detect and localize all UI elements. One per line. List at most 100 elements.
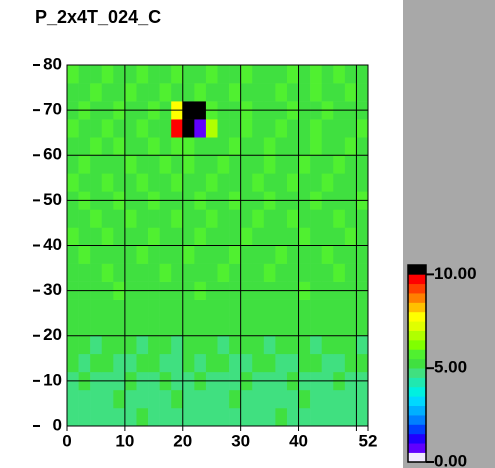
heat-cell xyxy=(159,317,172,337)
heat-cell xyxy=(344,155,357,174)
heat-cell xyxy=(113,263,126,282)
heat-cell xyxy=(171,137,184,156)
colorbar-band xyxy=(408,349,426,360)
heat-cell xyxy=(113,155,126,174)
heat-cell xyxy=(321,209,334,228)
heat-cell xyxy=(229,245,241,264)
heat-cell xyxy=(182,407,195,427)
heat-cell xyxy=(217,299,230,318)
heat-cell xyxy=(101,353,114,373)
heat-cell xyxy=(344,353,357,373)
heat-cell xyxy=(101,407,114,427)
heat-cell xyxy=(78,335,91,355)
heat-cell xyxy=(113,317,126,337)
heat-cell xyxy=(67,173,79,192)
heat-cell xyxy=(90,227,103,246)
heat-cell xyxy=(310,155,322,174)
heat-cell xyxy=(101,137,114,156)
heat-cell xyxy=(148,83,160,102)
heat-cell xyxy=(148,227,160,246)
heat-cell xyxy=(90,65,103,84)
heat-cell xyxy=(263,83,276,102)
heat-cell xyxy=(113,137,126,156)
heat-cell xyxy=(310,209,322,228)
heat-cell xyxy=(252,389,265,409)
heat-cell xyxy=(194,83,207,102)
heat-cell xyxy=(229,407,241,427)
heat-cell xyxy=(298,227,311,246)
colorbar-band xyxy=(408,330,426,341)
heat-cell xyxy=(113,227,126,246)
heat-cell xyxy=(229,173,241,192)
y-tick-label: 10 xyxy=(43,370,62,389)
heat-cell xyxy=(171,317,184,337)
y-tick-label: 20 xyxy=(43,325,62,344)
heat-cell xyxy=(67,227,79,246)
heat-cell xyxy=(101,119,114,138)
heat-cell xyxy=(298,317,311,337)
heat-cell xyxy=(159,137,172,156)
heat-cell xyxy=(333,263,346,282)
heat-cell xyxy=(298,245,311,264)
heat-cell xyxy=(136,263,149,282)
heat-cell xyxy=(148,335,160,355)
heat-cell xyxy=(205,263,218,282)
heat-cell xyxy=(67,299,79,318)
heat-cell xyxy=(252,209,265,228)
heat-cell xyxy=(171,155,184,174)
heat-cell xyxy=(286,317,299,337)
heat-cell xyxy=(78,227,91,246)
heat-cell xyxy=(344,137,357,156)
heat-cell xyxy=(229,263,241,282)
heat-cell xyxy=(310,245,322,264)
heat-cell xyxy=(275,119,288,138)
heat-cell xyxy=(194,407,207,427)
heat-cell xyxy=(356,263,369,282)
heat-cell xyxy=(90,353,103,373)
colorbar-band xyxy=(408,396,426,407)
heat-cell xyxy=(356,119,369,138)
heat-cell xyxy=(356,245,369,264)
heat-cell xyxy=(229,137,241,156)
heat-cell xyxy=(321,245,334,264)
colorbar-band xyxy=(408,433,426,444)
heat-cell xyxy=(67,65,79,84)
heat-cell xyxy=(240,155,253,174)
colorbar-band xyxy=(408,340,426,350)
heat-cell xyxy=(286,335,299,355)
heat-cell xyxy=(252,227,265,246)
heat-cell xyxy=(310,137,322,156)
heat-cell xyxy=(205,83,218,102)
heat-cell xyxy=(356,83,369,102)
heat-cell xyxy=(321,317,334,337)
heat-cell xyxy=(217,317,230,337)
heat-cell xyxy=(171,245,184,264)
heat-cell xyxy=(171,299,184,318)
heat-cell xyxy=(217,209,230,228)
colorbar-band xyxy=(408,405,426,416)
axes: 0 10 20 30 40 52 0 10 20 30 40 50 60 70 80 xyxy=(33,54,377,450)
y-tick-label: 50 xyxy=(43,190,62,209)
heat-cell xyxy=(159,173,172,192)
heat-cell xyxy=(286,83,299,102)
heat-cell xyxy=(321,389,334,409)
heat-cell xyxy=(113,245,126,264)
heat-cell xyxy=(298,65,311,84)
heat-cell xyxy=(240,317,253,337)
heat-cell xyxy=(171,353,184,373)
heat-cell xyxy=(275,263,288,282)
heat-cell xyxy=(90,209,103,228)
heat-cell xyxy=(101,83,114,102)
heat-cell xyxy=(263,173,276,192)
heat-cell xyxy=(263,245,276,264)
heat-cell xyxy=(159,389,172,409)
heat-cell xyxy=(136,119,149,138)
heat-cell xyxy=(333,317,346,337)
heat-cell xyxy=(356,335,369,355)
colorbar-band xyxy=(408,415,426,425)
heat-cell xyxy=(182,263,195,282)
colorbar-band xyxy=(408,302,426,313)
heat-cell xyxy=(205,407,218,427)
heat-cell xyxy=(171,83,184,102)
